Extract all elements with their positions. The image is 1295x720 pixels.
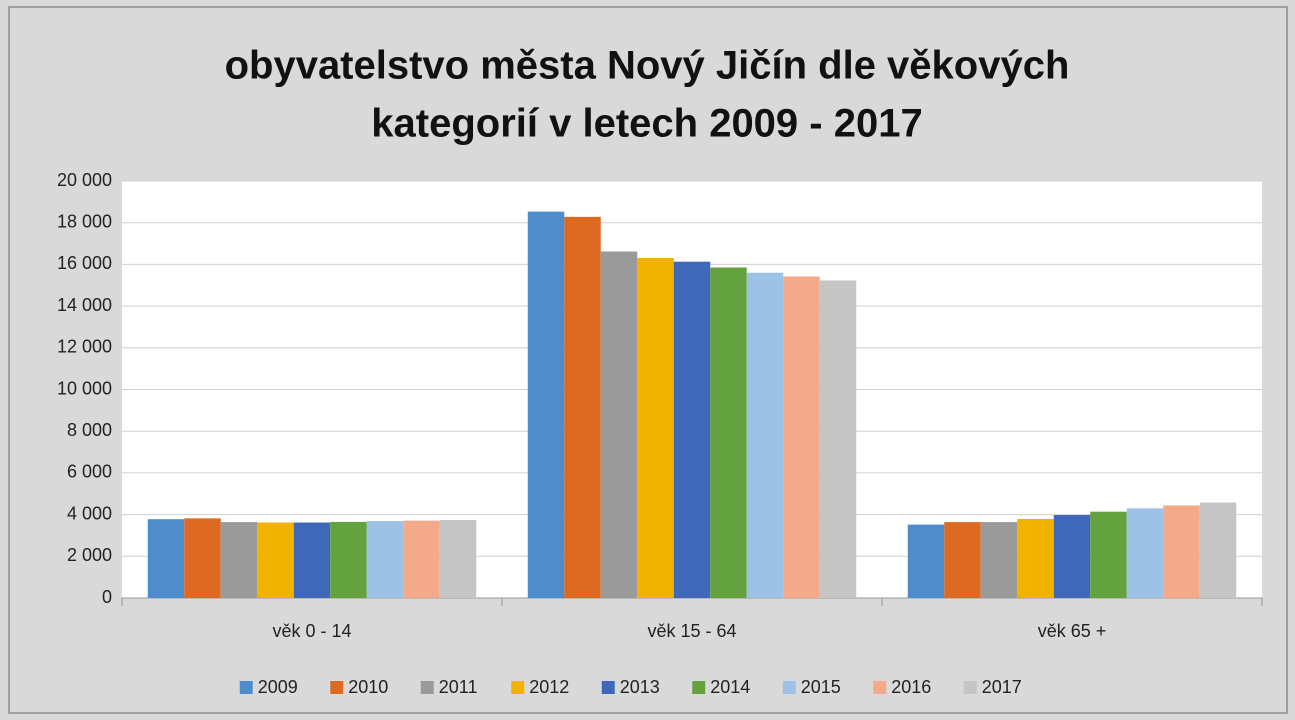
y-tick-label: 2 000: [67, 545, 112, 565]
bar: [673, 261, 711, 598]
bar: [980, 522, 1018, 598]
bar: [1090, 511, 1127, 598]
bar: [1163, 505, 1200, 598]
bar: [944, 522, 981, 598]
legend-swatch: [963, 681, 977, 694]
legend-label: 2015: [801, 677, 841, 697]
bar: [527, 211, 565, 598]
legend-label: 2016: [891, 677, 931, 697]
y-tick-label: 8 000: [67, 420, 112, 440]
bar: [783, 276, 820, 598]
x-tick-label: věk 65 +: [1038, 621, 1107, 641]
bar: [184, 518, 221, 598]
legend-label: 2013: [620, 677, 660, 697]
bar: [330, 521, 367, 598]
bar: [1199, 502, 1237, 598]
legend-label: 2017: [982, 677, 1022, 697]
chart-title: kategorií v letech 2009 - 2017: [371, 102, 922, 146]
y-tick-label: 20 000: [57, 170, 112, 190]
bar: [293, 522, 331, 598]
bar: [907, 524, 945, 598]
y-tick-label: 16 000: [57, 253, 112, 273]
bar: [220, 522, 258, 598]
legend-swatch: [239, 681, 253, 694]
bar: [366, 521, 404, 598]
bar: [600, 251, 638, 598]
legend-label: 2012: [529, 677, 569, 697]
bar: [819, 280, 857, 598]
bar: [439, 520, 477, 598]
y-tick-label: 4 000: [67, 503, 112, 523]
y-tick-label: 14 000: [57, 295, 112, 315]
legend-swatch: [692, 681, 706, 694]
legend-swatch: [511, 681, 525, 694]
bar: [637, 257, 674, 598]
legend-swatch: [601, 681, 615, 694]
x-tick-label: věk 15 - 64: [647, 621, 736, 641]
y-tick-label: 12 000: [57, 337, 112, 357]
bar: [1053, 515, 1091, 598]
bar: [257, 522, 294, 598]
y-tick-label: 10 000: [57, 378, 112, 398]
x-tick-label: věk 0 - 14: [272, 621, 351, 641]
bar: [1126, 508, 1164, 598]
chart-title: obyvatelstvo města Nový Jičín dle věkový…: [225, 44, 1070, 88]
bar: [746, 272, 784, 598]
y-tick-label: 18 000: [57, 211, 112, 231]
legend-label: 2009: [258, 677, 298, 697]
legend-label: 2014: [710, 677, 750, 697]
bar: [1017, 518, 1054, 598]
bar: [710, 267, 747, 598]
legend-swatch: [330, 681, 344, 694]
bar: [564, 216, 601, 598]
legend-label: 2010: [348, 677, 388, 697]
legend-swatch: [420, 681, 434, 694]
legend-swatch: [782, 681, 796, 694]
bar: [403, 520, 440, 598]
bar: [147, 519, 185, 598]
legend-label: 2011: [439, 677, 478, 697]
legend-swatch: [873, 681, 887, 694]
y-tick-label: 6 000: [67, 462, 112, 482]
y-tick-label: 0: [102, 587, 112, 607]
